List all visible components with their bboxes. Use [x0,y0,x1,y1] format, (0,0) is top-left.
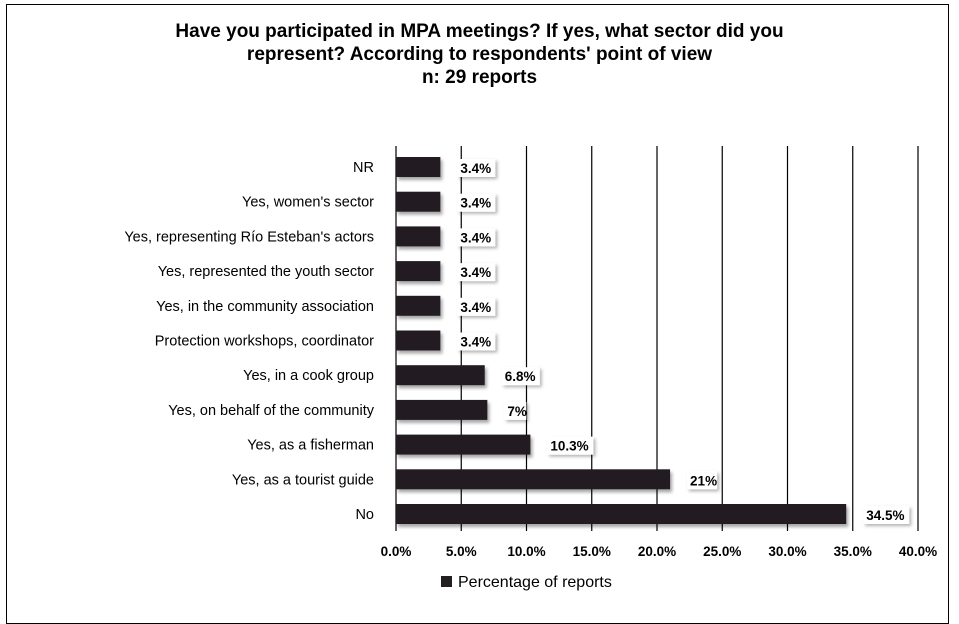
value-labels: 3.4% 3.4% 3.4% 3.4% 3.4% 3.4% 6.8% 7% 10.3% 21% 34… [457,159,910,524]
legend: Percentage of reports [441,574,612,591]
value-label-box [863,506,910,524]
legend-swatch [441,576,452,587]
value-label: 3.4% [460,230,491,245]
category-label: NR [353,160,374,176]
category-label: Yes, representing Río Esteban's actors [124,229,374,245]
value-label-box [457,332,496,351]
x-axis-ticks: 0.0% 5.0% 10.0% 15.0% 20.0% 25.0% 30.0% 35.0% 40… [381,544,938,559]
value-label: 21% [690,473,717,488]
bar [396,191,441,212]
value-label: 7% [507,404,527,419]
category-label: Yes, as a fisherman [247,438,374,454]
value-label-box [457,297,496,316]
category-label: No [355,507,374,523]
value-label: 34.5% [866,508,904,523]
value-label-box [687,471,718,490]
bar [396,261,441,282]
chart-title-line-1: Have you participated in MPA meetings? I… [175,21,784,42]
bar [396,226,441,247]
category-label: Protection workshops, coordinator [155,334,374,350]
x-tick-label: 25.0% [703,544,741,559]
value-label-box [457,159,496,177]
value-label: 3.4% [460,335,491,350]
value-label-box [547,436,594,455]
x-tick-label: 40.0% [899,544,937,559]
bar [396,365,485,386]
bar [396,434,531,455]
x-tick-label: 15.0% [573,544,611,559]
value-label: 3.4% [460,161,491,176]
value-label-box [457,263,496,282]
x-tick-label: 0.0% [381,544,412,559]
value-label: 3.4% [460,300,491,315]
value-label: 10.3% [550,439,588,454]
value-label-box [501,367,540,386]
category-label: Yes, women's sector [242,195,374,211]
gridlines [395,146,919,531]
bar [396,330,441,351]
category-label: Yes, on behalf of the community [168,403,375,419]
chart-title-line-3: n: 29 reports [421,67,538,88]
x-tick-label: 20.0% [638,544,676,559]
bar [396,399,488,420]
bar [396,504,847,524]
bar [396,295,441,316]
value-label-box [504,401,527,420]
legend-label: Percentage of reports [458,574,612,591]
value-label-box [457,228,496,247]
value-label-box [457,193,496,212]
x-tick-label: 10.0% [507,544,545,559]
bar [396,469,671,490]
value-label: 3.4% [460,196,491,211]
chart-title-line-2: represent? According to respondents' poi… [246,44,713,65]
bars [396,157,847,524]
category-label: Yes, represented the youth sector [158,264,374,280]
value-label: 6.8% [505,369,536,384]
bar [396,157,441,177]
chart-title: Have you participated in MPA meetings? I… [0,20,959,89]
category-label: Yes, in a cook group [243,368,374,384]
x-tick-label: 5.0% [446,544,477,559]
category-label: Yes, as a tourist guide [232,472,374,488]
x-tick-label: 35.0% [834,544,872,559]
category-label: Yes, in the community association [156,299,374,315]
value-label: 3.4% [460,265,491,280]
category-labels: NR Yes, women's sector Yes, representing R… [124,160,374,523]
x-tick-label: 30.0% [768,544,806,559]
